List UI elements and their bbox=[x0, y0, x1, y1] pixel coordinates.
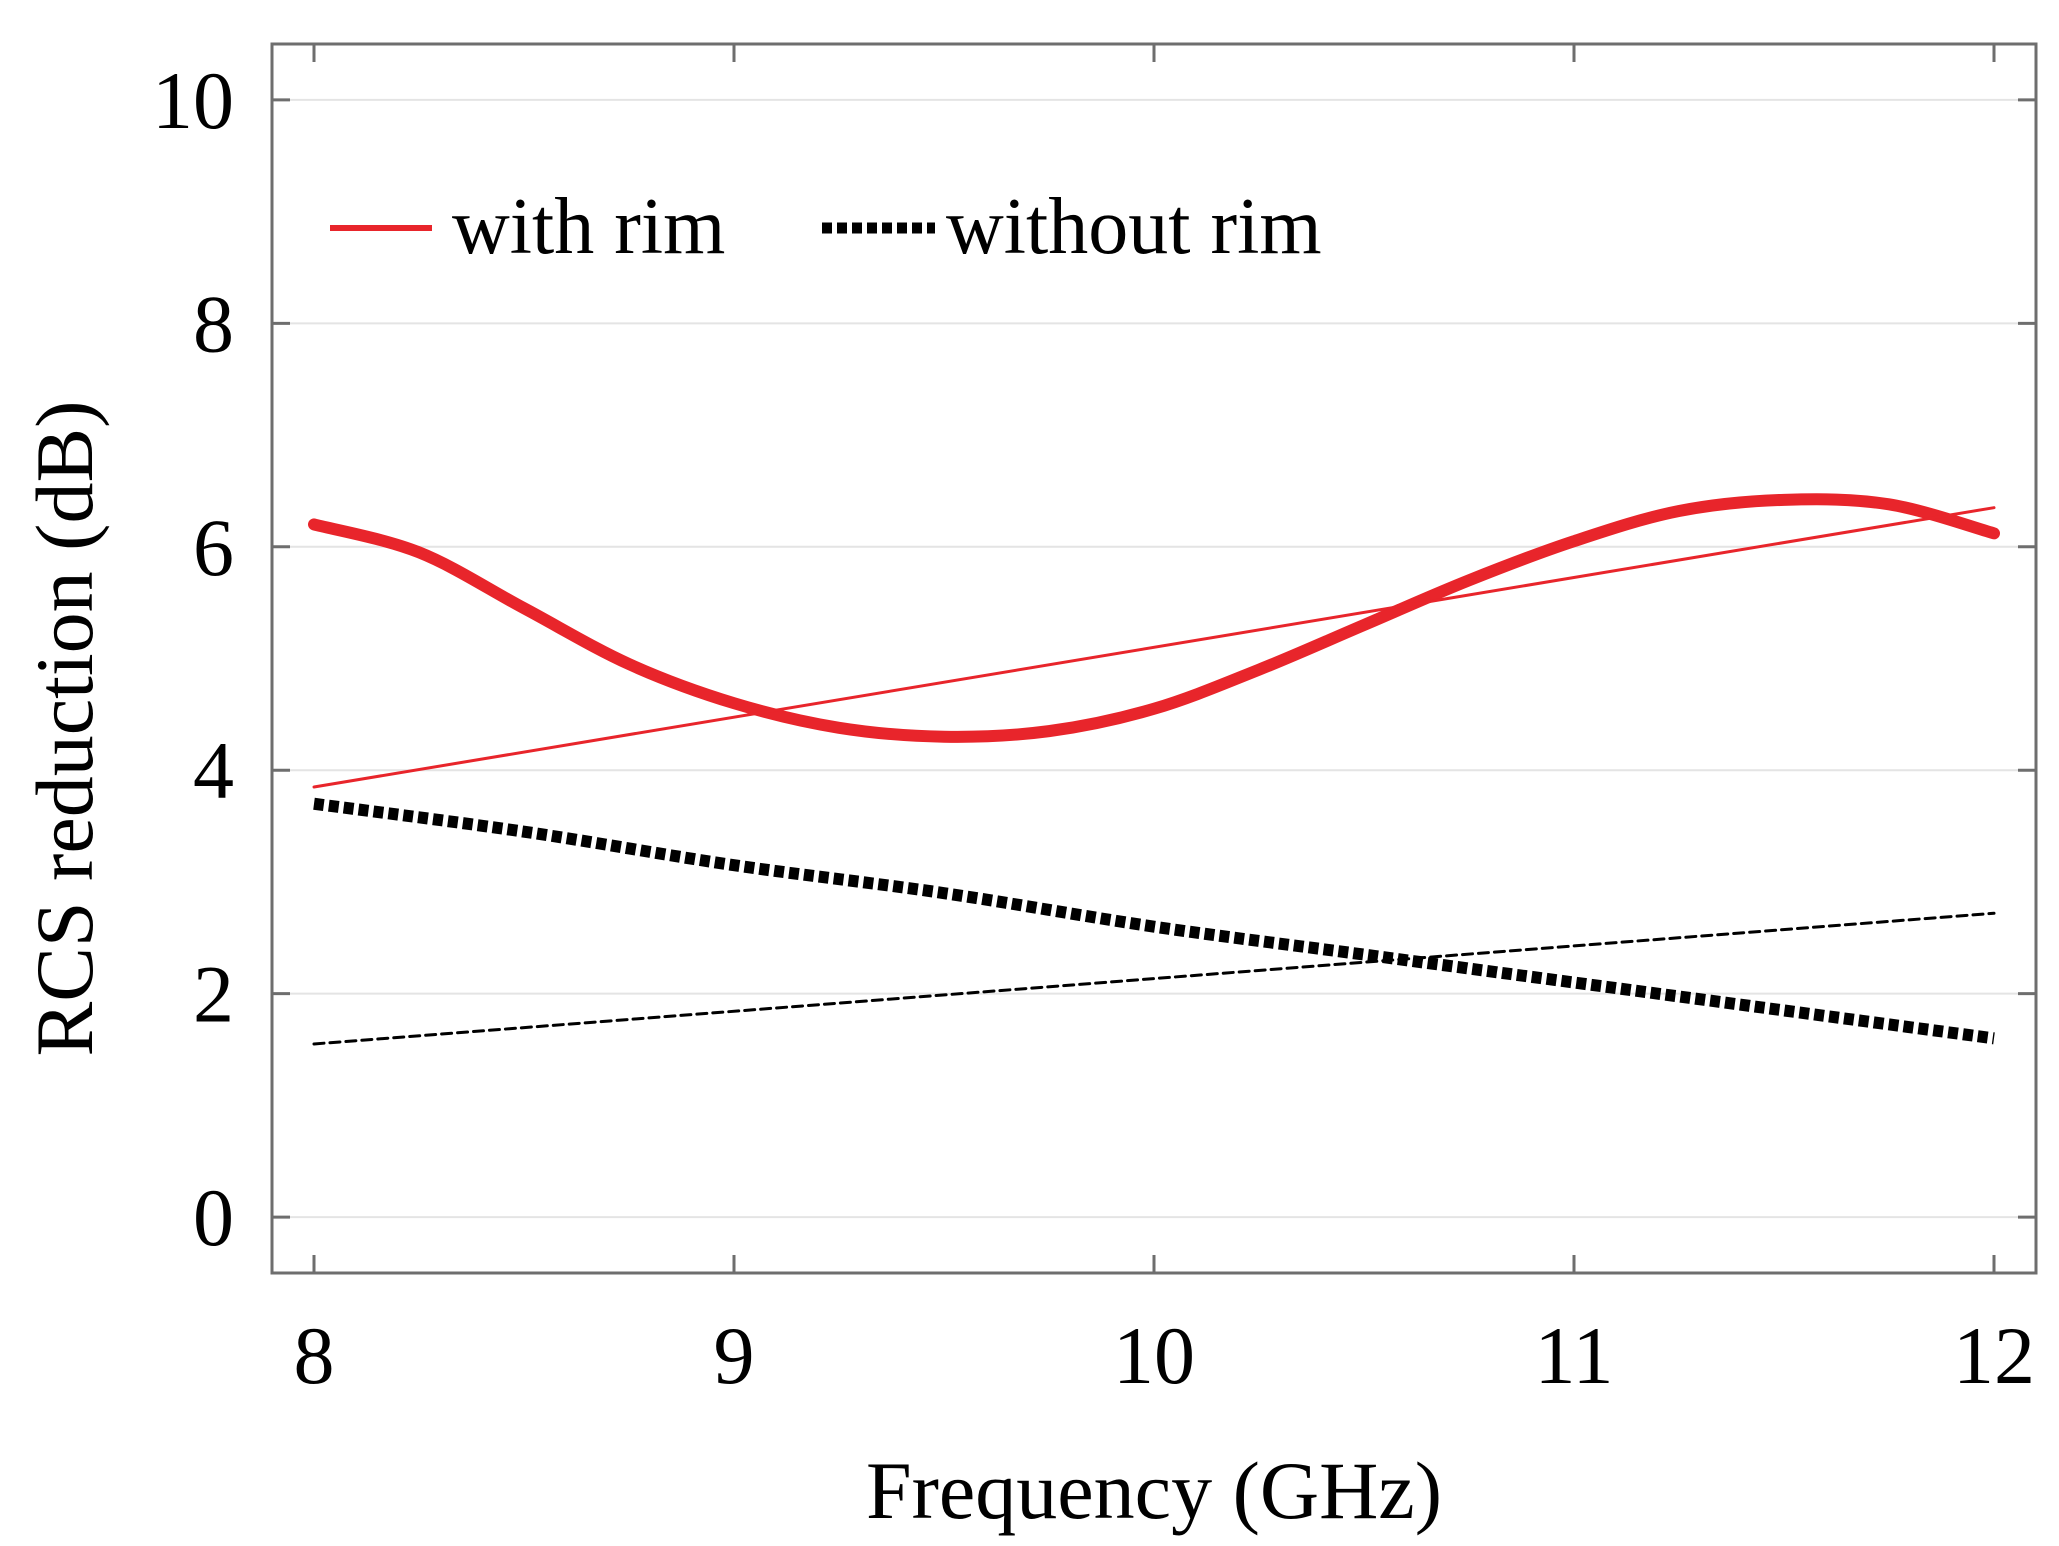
series-line-with-rim-linear-fit bbox=[312, 506, 1996, 789]
series-line-without-rim-linear-fit bbox=[312, 911, 1996, 1046]
legend-label-without-rim: without rim bbox=[946, 183, 1322, 271]
gridlines bbox=[272, 98, 2036, 1219]
legend-label-with-rim: with rim bbox=[452, 183, 725, 271]
x-axis-label: Frequency (GHz) bbox=[866, 1445, 1442, 1536]
x-tick-label: 12 bbox=[1953, 1310, 2035, 1401]
y-tick-label: 0 bbox=[193, 1172, 234, 1263]
y-tick-label: 10 bbox=[152, 55, 234, 146]
y-axis-label: RCS reduction (dB) bbox=[19, 401, 110, 1057]
y-tick-label: 6 bbox=[193, 502, 234, 593]
axis-ticks: 0 2 4 6 8 10 8 9 10 11 12 bbox=[152, 44, 2036, 1401]
series-line-without-rim bbox=[313, 797, 1995, 1045]
x-tick-label: 10 bbox=[1113, 1310, 1195, 1401]
x-tick-label: 8 bbox=[294, 1310, 335, 1401]
y-tick-label: 8 bbox=[193, 278, 234, 369]
x-tick-label: 9 bbox=[714, 1310, 755, 1401]
plot-series bbox=[308, 493, 2000, 1046]
y-tick-label: 4 bbox=[193, 725, 234, 816]
legend: with rim without rim bbox=[330, 183, 1322, 271]
x-tick-label: 11 bbox=[1535, 1310, 1614, 1401]
series-line-with-rim bbox=[308, 493, 2000, 743]
y-tick-label: 2 bbox=[193, 949, 234, 1040]
